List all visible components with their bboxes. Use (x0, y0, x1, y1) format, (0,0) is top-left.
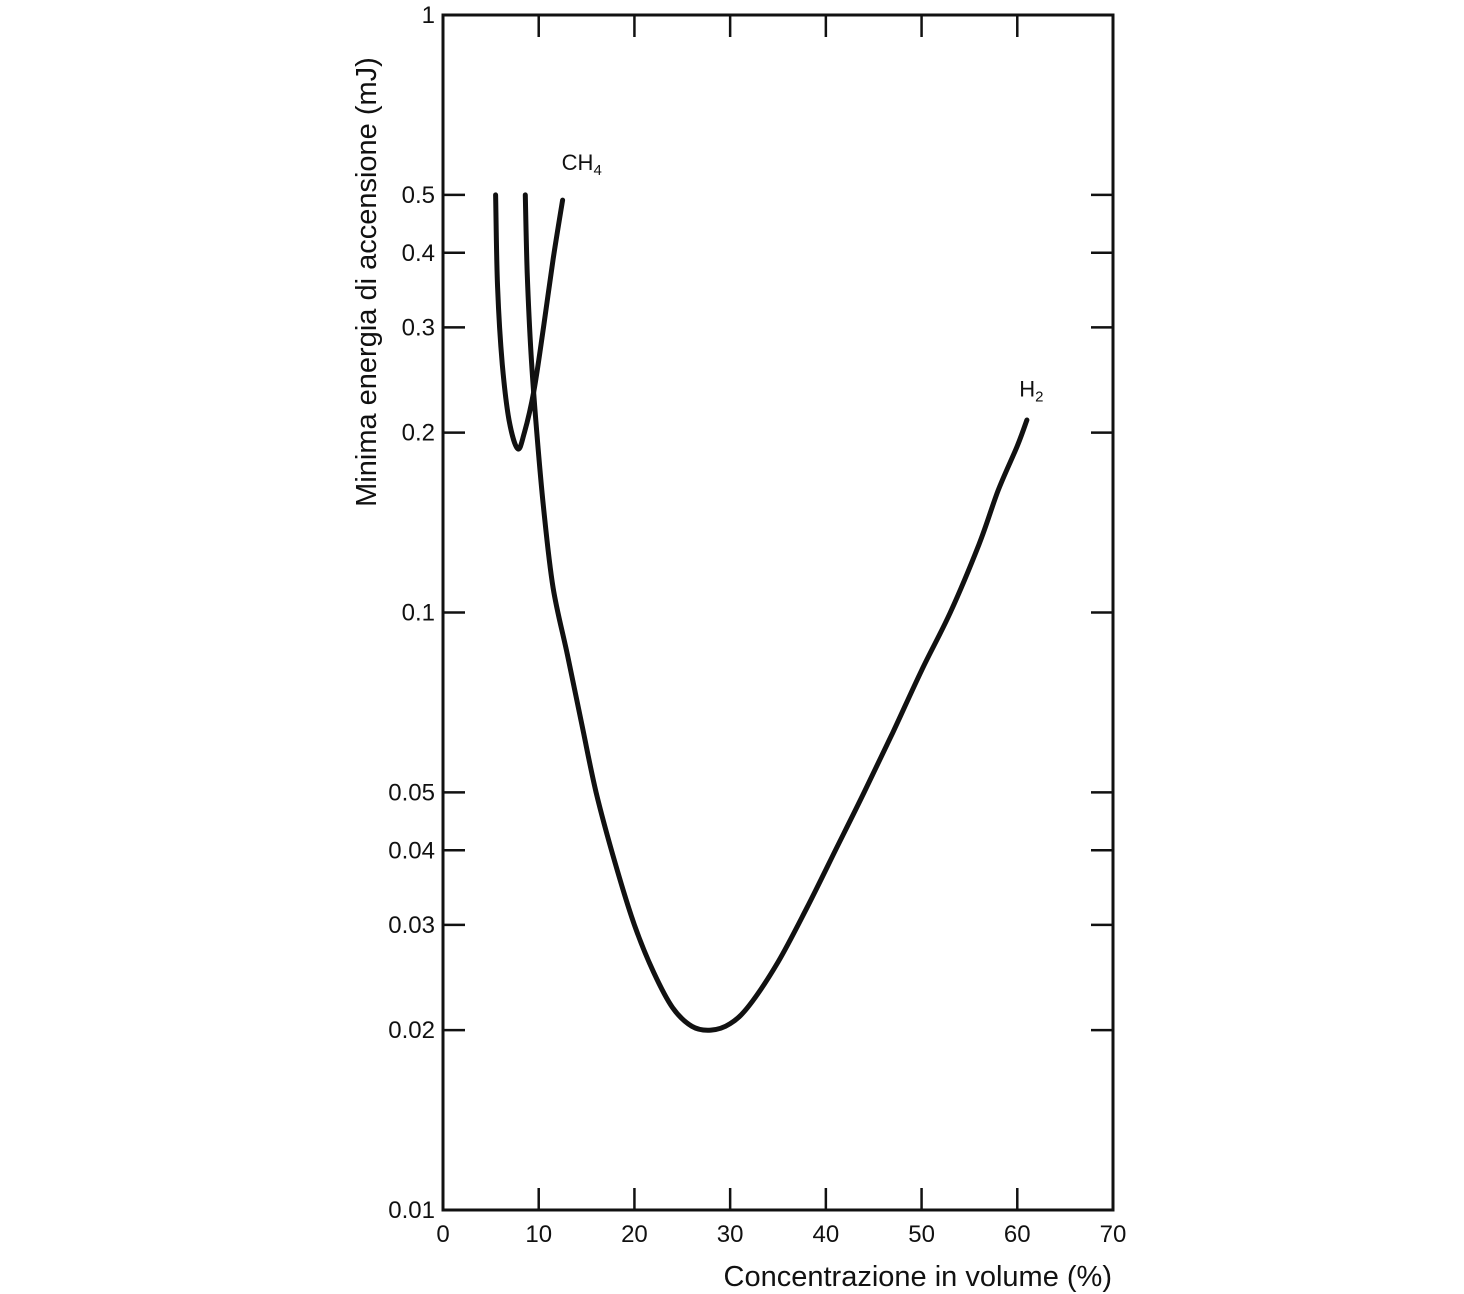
y-tick-label: 0.02 (388, 1017, 435, 1044)
x-tick-label: 20 (621, 1221, 648, 1248)
axis-ticks (441, 13, 1115, 1212)
series-line-ch4 (493, 192, 566, 452)
y-tick-label: 0.03 (388, 912, 435, 939)
x-tick-label: 30 (717, 1221, 744, 1248)
y-tick-label: 0.01 (388, 1197, 435, 1224)
y-tick-label: 0.1 (402, 600, 435, 627)
x-tick-label: 40 (813, 1221, 840, 1248)
y-tick-label: 0.3 (402, 314, 435, 341)
series-line-h2 (522, 192, 1030, 1033)
y-axis-title: Minima energia di accensione (mJ) (351, 57, 383, 507)
y-tick-label: 1 (422, 2, 435, 29)
series-labels: CH4 H2 (562, 150, 1044, 405)
y-tick-label: 0.05 (388, 779, 435, 806)
series-label-h2: H2 (1019, 376, 1043, 405)
y-tick-label: 0.5 (402, 182, 435, 209)
series-layer (493, 192, 1030, 1033)
plot-frame (441, 13, 1115, 1212)
x-axis-title: Concentrazione in volume (%) (724, 1261, 1112, 1293)
y-tick-label: 0.4 (402, 240, 435, 267)
x-tick-label: 50 (908, 1221, 935, 1248)
tick-labels: 0 10 20 30 40 50 60 70 1 0.5 0.4 0.3 0.2 0.1 0.05 0.04 0… (388, 2, 1126, 1248)
x-tick-label: 10 (525, 1221, 552, 1248)
x-tick-label: 70 (1100, 1221, 1127, 1248)
y-tick-label: 0.2 (402, 420, 435, 447)
series-label-ch4: CH4 (562, 150, 602, 179)
x-tick-label: 0 (436, 1221, 449, 1248)
x-tick-label: 60 (1004, 1221, 1031, 1248)
y-tick-label: 0.04 (388, 837, 435, 864)
